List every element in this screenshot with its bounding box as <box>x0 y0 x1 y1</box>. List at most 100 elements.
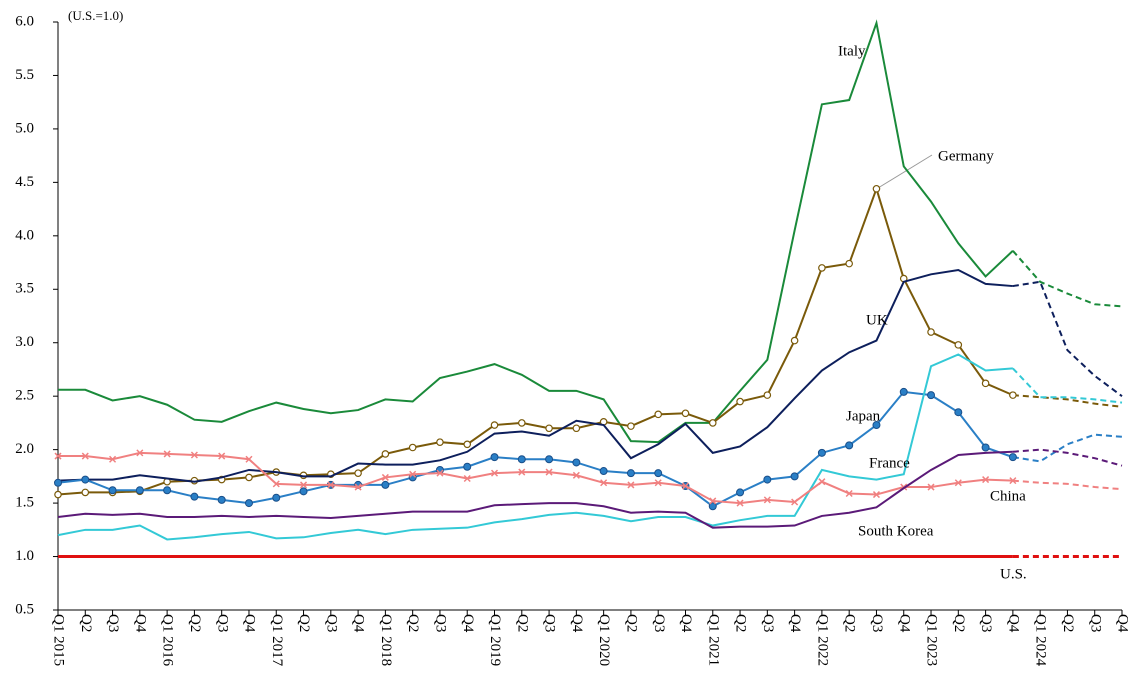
x-tick-label: Q1 2016 <box>160 614 176 667</box>
x-tick-label: Q3 <box>214 614 230 632</box>
marker <box>299 487 308 496</box>
marker <box>436 469 444 477</box>
x-tick-label: Q3 <box>323 614 339 632</box>
y-tick-label: 5.0 <box>15 120 34 136</box>
marker <box>981 379 990 388</box>
series-label: France <box>869 455 910 471</box>
x-tick-label: Q3 <box>760 614 776 632</box>
marker <box>626 469 635 478</box>
marker <box>600 479 608 487</box>
marker <box>217 495 226 504</box>
marker <box>899 387 908 396</box>
marker <box>681 482 690 490</box>
x-tick-label: Q2 <box>296 614 312 632</box>
marker <box>54 490 62 499</box>
x-tick-label: Q4 <box>242 614 258 633</box>
marker <box>81 475 90 484</box>
marker <box>954 479 962 487</box>
marker <box>245 455 253 463</box>
x-tick-label: Q4 <box>351 614 367 633</box>
marker <box>190 451 198 459</box>
y-tick-label: 2.0 <box>15 441 34 457</box>
x-tick-label: Q2 <box>405 614 421 632</box>
marker <box>982 476 990 484</box>
marker <box>791 498 799 506</box>
x-tick-label: Q3 <box>1087 614 1103 632</box>
marker <box>572 471 580 479</box>
marker <box>218 452 226 460</box>
series-line <box>57 268 1013 483</box>
marker <box>244 499 253 508</box>
marker <box>708 502 717 511</box>
marker <box>163 486 172 495</box>
marker <box>54 452 62 460</box>
x-tick-label: Q1 2017 <box>269 614 285 667</box>
x-tick-label: Q2 <box>1060 614 1076 632</box>
leader-line <box>877 154 933 189</box>
marker <box>463 474 471 483</box>
series-line <box>58 19 1014 444</box>
y-tick-label: 4.0 <box>15 227 34 243</box>
forecast-line <box>1012 394 1123 408</box>
x-tick-label: Q4 <box>1005 614 1021 633</box>
marker <box>436 438 444 446</box>
marker <box>845 441 854 450</box>
marker <box>81 452 89 460</box>
marker <box>872 491 880 499</box>
forecast-line <box>1012 250 1123 308</box>
x-tick-label: Q3 <box>978 614 994 632</box>
x-tick-label: Q2 <box>733 614 749 632</box>
marker <box>245 473 253 482</box>
x-tick-label: Q2 <box>187 614 203 632</box>
series-line <box>57 185 1014 496</box>
marker <box>763 475 772 484</box>
forecast-line <box>1012 479 1123 491</box>
x-tick-label: Q4 <box>678 614 694 633</box>
marker <box>463 440 472 449</box>
marker <box>572 458 581 467</box>
unit-note: (U.S.=1.0) <box>68 8 123 23</box>
marker <box>1008 453 1017 462</box>
marker <box>927 328 935 336</box>
y-tick-label: 4.5 <box>15 174 34 190</box>
marker <box>572 424 581 433</box>
series-line <box>57 353 1013 541</box>
x-tick-label: Q1 2021 <box>705 614 721 666</box>
marker <box>954 341 963 349</box>
series-line <box>58 451 1013 505</box>
marker <box>927 483 935 491</box>
marker <box>545 468 553 476</box>
x-tick-label: Q3 <box>542 614 558 632</box>
marker <box>927 391 936 400</box>
marker <box>817 448 826 457</box>
marker <box>81 488 90 497</box>
marker <box>136 449 144 457</box>
series-label: China <box>990 488 1026 504</box>
marker <box>845 259 853 268</box>
x-tick-label: Q2 <box>78 614 94 632</box>
series-label: Germany <box>938 148 994 164</box>
x-tick-label: Q1 2024 <box>1033 614 1049 667</box>
marker <box>409 470 417 478</box>
marker <box>709 497 717 505</box>
x-tick-label: Q4 <box>132 614 148 633</box>
marker <box>736 499 744 507</box>
x-tick-label: Q2 <box>951 614 967 632</box>
y-tick-label: 1.5 <box>15 495 34 511</box>
marker <box>654 479 662 487</box>
forecast-line <box>1012 367 1123 404</box>
series-line <box>57 390 1014 508</box>
x-tick-label: Q4 <box>460 614 476 633</box>
marker <box>954 408 963 417</box>
marker <box>109 455 117 463</box>
x-tick-label: Q1 2015 <box>51 614 67 666</box>
series-label: U.S. <box>1000 566 1027 582</box>
marker <box>381 480 390 489</box>
forecast-line <box>1012 433 1123 463</box>
marker <box>300 481 308 489</box>
x-tick-label: Q4 <box>787 614 803 633</box>
marker <box>654 410 663 419</box>
x-tick-label: Q2 <box>514 614 530 632</box>
x-tick-label: Q2 <box>623 614 639 632</box>
